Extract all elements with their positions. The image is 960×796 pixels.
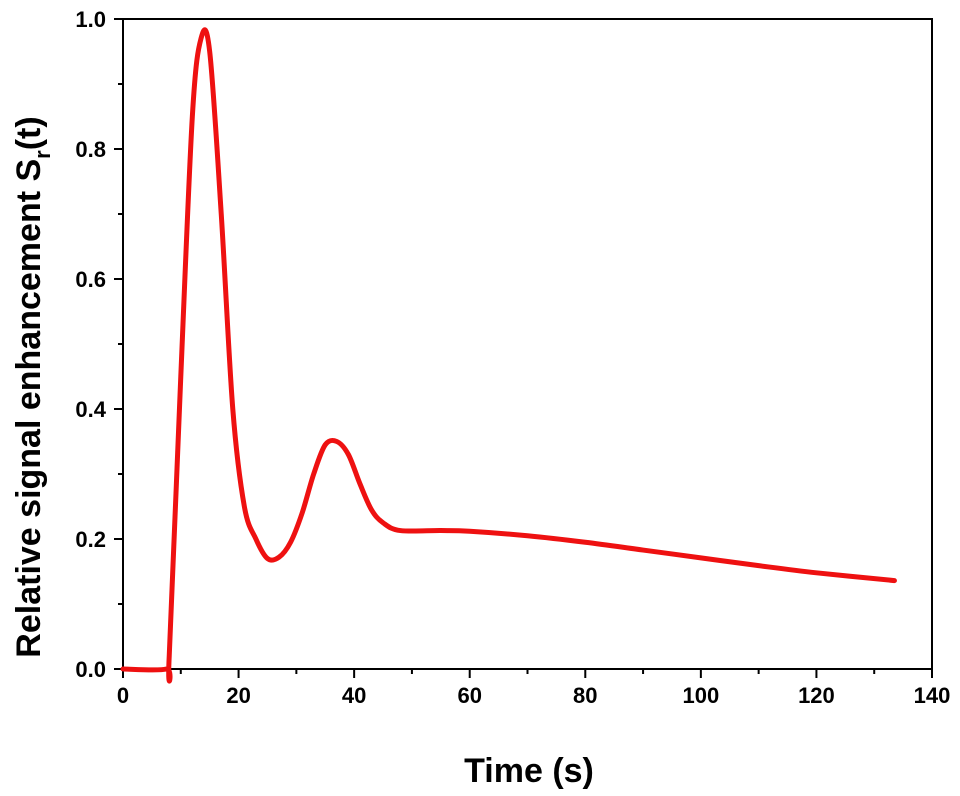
- x-tick-label: 80: [573, 683, 597, 708]
- y-axis-title: Relative signal enhancement Sr(t): [10, 116, 55, 657]
- y-axis-title-main: Relative signal enhancement S: [10, 159, 48, 658]
- y-tick-label: 0.2: [75, 527, 106, 552]
- y-axis-title-subscript: r: [30, 150, 55, 159]
- y-axis: 0.0 0.2 0.4 0.6 0.8 1.0: [75, 7, 123, 682]
- x-tick-label: 20: [226, 683, 250, 708]
- series-line: [120, 27, 897, 684]
- x-tick-label: 0: [117, 683, 129, 708]
- x-tick-label: 100: [682, 683, 719, 708]
- y-axis-title-suffix: (t): [10, 116, 48, 150]
- x-tick-label: 40: [342, 683, 366, 708]
- x-axis: 0 20 40 60 80 100 120 140: [117, 669, 950, 708]
- series-layer: [120, 27, 897, 684]
- y-tick-label: 1.0: [75, 7, 106, 32]
- y-tick-label: 0.8: [75, 137, 106, 162]
- x-tick-label: 120: [798, 683, 835, 708]
- x-axis-title: Time (s): [464, 752, 594, 790]
- x-tick-label: 60: [457, 683, 481, 708]
- x-tick-label: 140: [914, 683, 951, 708]
- y-tick-label: 0.0: [75, 657, 106, 682]
- y-tick-label: 0.4: [75, 397, 106, 422]
- y-tick-label: 0.6: [75, 267, 106, 292]
